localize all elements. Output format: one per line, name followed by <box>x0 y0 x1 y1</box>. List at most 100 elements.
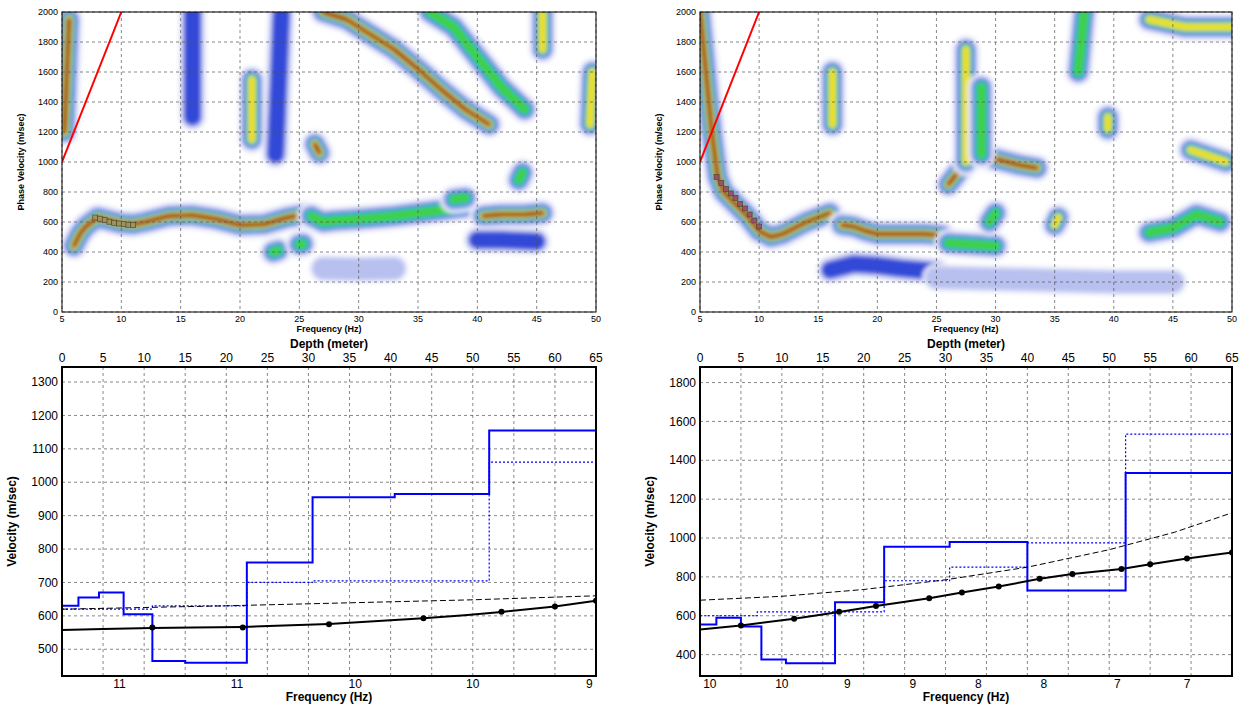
grid-y <box>700 42 1232 43</box>
energy-ridge <box>64 20 69 133</box>
x-tick-label: 20 <box>857 351 871 365</box>
x-tick-label: 25 <box>898 351 912 365</box>
energy-ridge <box>241 80 263 140</box>
pick-point <box>112 220 117 225</box>
energy-ridge <box>1055 218 1059 226</box>
pick-point <box>747 212 752 217</box>
x-tick-label: 50 <box>1103 351 1117 365</box>
grid-y <box>700 282 1232 283</box>
energy-ridge <box>700 12 830 237</box>
pick-point <box>97 216 102 221</box>
grid-x <box>349 367 350 676</box>
grid-y <box>700 538 1232 539</box>
x2-tick-label: 10 <box>349 677 363 691</box>
energy-ridge <box>299 230 303 259</box>
energy-ridge <box>454 198 466 200</box>
energy-ridge <box>483 213 542 216</box>
grid-x <box>986 367 987 676</box>
grid-y <box>700 654 1232 655</box>
grid-x <box>759 12 760 312</box>
energy-ridge <box>519 173 523 181</box>
energy-ridge <box>245 80 258 140</box>
x2-tick-label: 8 <box>1040 677 1047 691</box>
energy-ridge <box>1101 117 1114 129</box>
grid-y <box>700 192 1232 193</box>
energy-ridge <box>483 213 542 216</box>
energy-ridge <box>519 173 523 181</box>
x-tick-label: 40 <box>1021 351 1035 365</box>
energy-ridge <box>1055 218 1059 226</box>
energy-ridge <box>311 207 465 222</box>
grid-x <box>1109 367 1110 676</box>
y-tick-label: 1000 <box>38 157 58 167</box>
plot-bg <box>62 12 596 312</box>
y-tick-label: 1000 <box>31 475 58 489</box>
y-tick-label: 400 <box>676 648 696 662</box>
x-tick-label: 5 <box>738 351 745 365</box>
energy-ridge <box>842 225 943 236</box>
pick-point <box>733 196 738 201</box>
grid-y <box>700 382 1232 383</box>
energy-ridge <box>842 225 943 236</box>
data-front <box>700 12 762 229</box>
ridges <box>64 12 592 269</box>
x-tick-label: 35 <box>413 314 423 324</box>
grid-y <box>700 499 1232 500</box>
y-axis-title: Phase Velocity (m/sec) <box>654 113 664 210</box>
energy-ridge <box>700 12 830 237</box>
energy-ridge <box>590 72 592 125</box>
y-tick-label: 1200 <box>31 409 58 423</box>
energy-ridge <box>238 80 266 140</box>
x2-tick-label: 9 <box>586 677 593 691</box>
grid-y <box>700 162 1232 163</box>
y-tick-label: 1000 <box>669 531 696 545</box>
x-tick-label: 35 <box>1050 314 1060 324</box>
x-tick-label: 30 <box>302 351 316 365</box>
y-tick-label: 1100 <box>32 442 58 456</box>
data-front <box>62 430 596 662</box>
grid-x <box>144 367 145 676</box>
energy-ridge <box>700 12 830 237</box>
dispersion-point <box>959 589 965 595</box>
grid-y <box>62 549 596 550</box>
grid-x <box>904 367 905 676</box>
x-tick-label: 35 <box>980 351 994 365</box>
y-tick-label: 0 <box>691 307 696 317</box>
pick-point <box>742 206 747 211</box>
dispersion-point <box>326 621 332 627</box>
energy-ridge <box>948 243 995 246</box>
x-tick-label: 30 <box>354 314 364 324</box>
grid-x <box>513 367 514 676</box>
grid-x <box>308 367 309 676</box>
energy-ridge <box>975 87 988 155</box>
x2-tick-label: 8 <box>975 677 982 691</box>
energy-ridge <box>1055 218 1059 226</box>
plot-bg <box>700 12 1232 312</box>
grid-y <box>62 282 596 283</box>
x-tick-label: 45 <box>532 314 542 324</box>
y-tick-label: 1800 <box>676 37 696 47</box>
dispersion-point <box>1119 566 1125 572</box>
energy-ridge <box>315 144 320 153</box>
energy-ridge <box>248 80 256 140</box>
energy-ridge <box>590 72 592 125</box>
pick-point <box>93 215 98 220</box>
x-tick-label: 20 <box>872 314 882 324</box>
energy-ridge <box>1191 150 1227 162</box>
y-tick-label: 0 <box>53 307 58 317</box>
energy-ridge <box>315 144 320 153</box>
grid-x <box>822 367 823 676</box>
red-line <box>700 12 759 162</box>
y-tick-label: 1400 <box>676 97 696 107</box>
grid-y <box>62 222 596 223</box>
x-axis-title: Depth (meter) <box>290 337 368 351</box>
energy-ridge <box>970 87 992 155</box>
dispersion-curve <box>700 553 1232 630</box>
grid-y <box>62 615 596 616</box>
vs-profile <box>700 473 1232 663</box>
grid-x <box>863 367 864 676</box>
grid-y <box>62 72 596 73</box>
energy-ridge <box>454 198 466 200</box>
energy-ridge <box>311 207 465 222</box>
vs-profile <box>62 462 596 609</box>
